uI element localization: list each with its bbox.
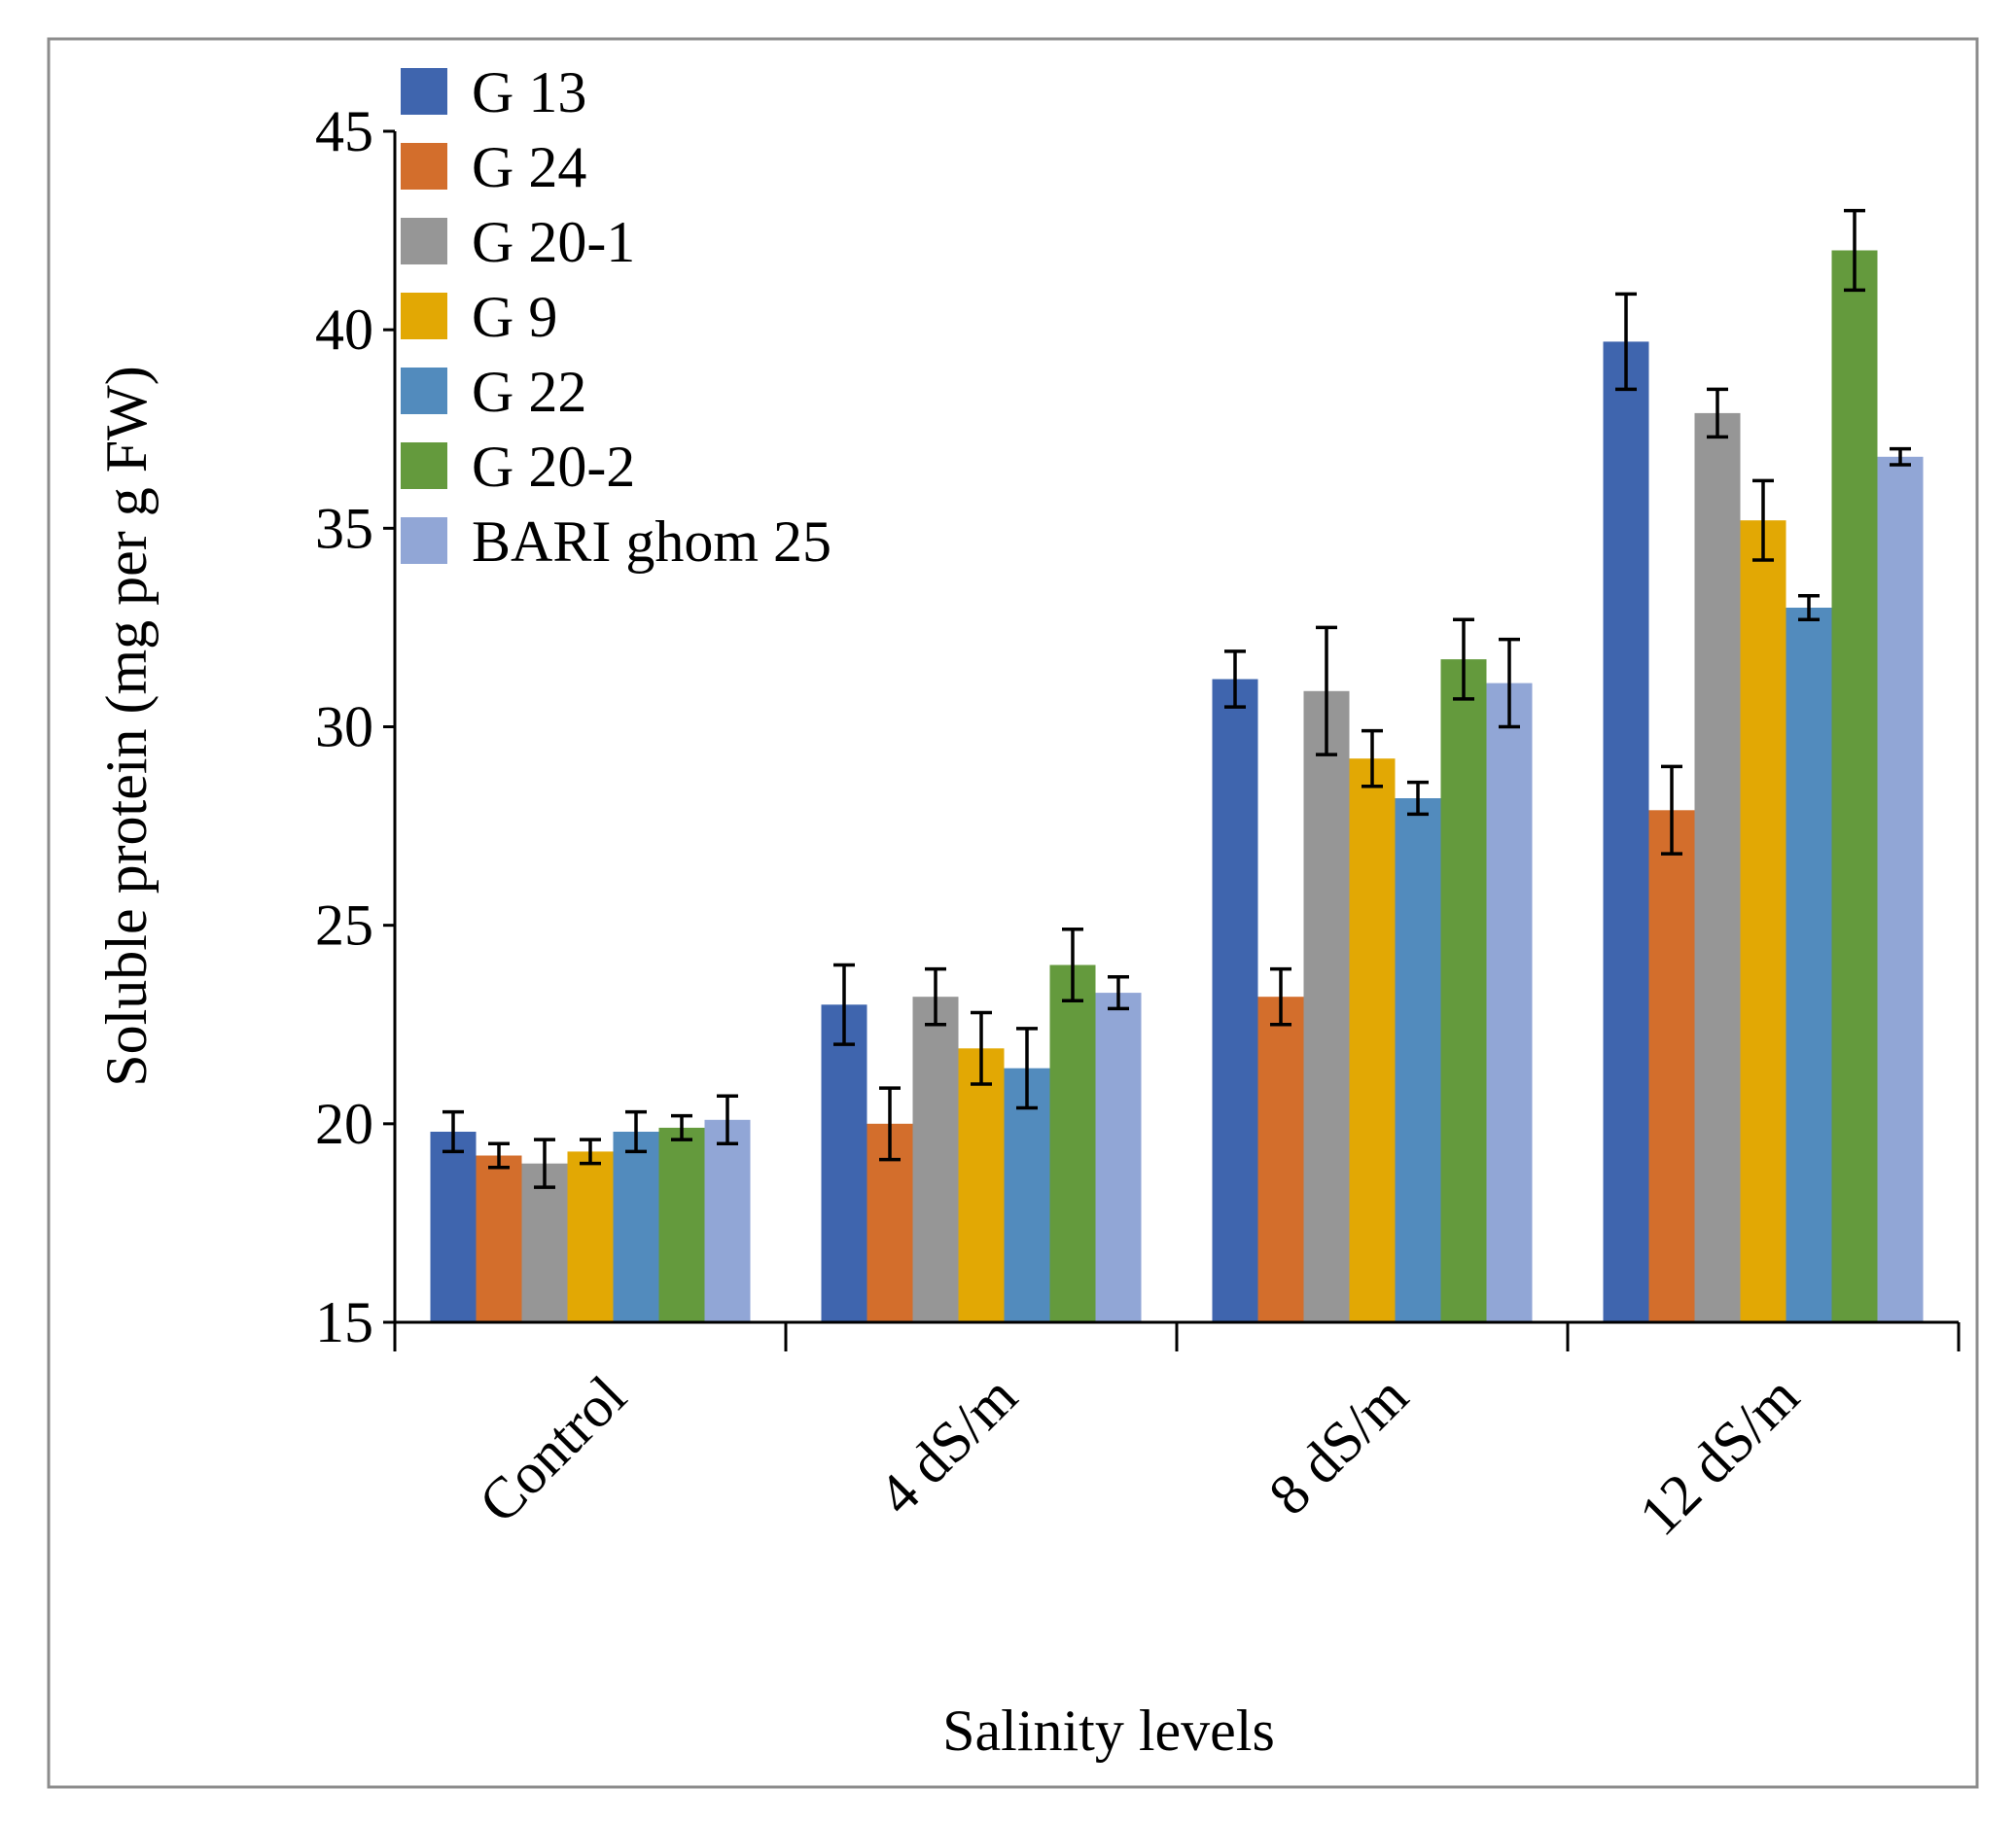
bar-bari-ghom-25-4-ds-m xyxy=(1095,993,1142,1322)
error-bar-g-22-control xyxy=(625,1109,647,1154)
x-axis-title: Salinity levels xyxy=(942,1699,1275,1763)
error-bar-g-13-4-ds-m xyxy=(833,963,855,1046)
y-tick-label: 40 xyxy=(315,298,373,362)
bar-bari-ghom-25-control xyxy=(704,1119,751,1323)
error-bar-g-24-4-ds-m xyxy=(879,1086,901,1162)
bar-g-22-control xyxy=(613,1132,659,1322)
x-tick-label: Control xyxy=(467,1364,638,1535)
bar-g-13-8-ds-m xyxy=(1212,679,1258,1322)
error-bar-g-20-1-control xyxy=(534,1138,555,1189)
y-tick-label: 15 xyxy=(315,1290,373,1354)
bars-layer xyxy=(430,250,1924,1323)
bar-g-24-8-ds-m xyxy=(1257,997,1304,1322)
legend-swatch xyxy=(401,293,447,339)
bar-g-24-12-ds-m xyxy=(1648,810,1695,1322)
error-bar-g-20-2-4-ds-m xyxy=(1062,928,1083,1002)
error-bar-g-22-8-ds-m xyxy=(1407,780,1429,817)
y-ticks: 15 20 25 30 35 40 45 xyxy=(315,99,395,1354)
legend-swatch xyxy=(401,218,447,264)
bar-g-24-control xyxy=(476,1155,522,1322)
bar-g-9-8-ds-m xyxy=(1349,758,1396,1322)
legend-label: G 13 xyxy=(472,60,586,124)
error-bar-g-20-1-12-ds-m xyxy=(1707,387,1728,439)
legend-label: G 20-1 xyxy=(472,210,635,274)
x-tick-label: 4 dS/m xyxy=(866,1364,1029,1527)
error-bar-g-13-control xyxy=(442,1109,464,1154)
error-bar-g-20-1-8-ds-m xyxy=(1316,625,1337,756)
legend-swatch xyxy=(401,442,447,489)
legend-label: G 24 xyxy=(472,135,586,199)
y-tick-label: 35 xyxy=(315,496,373,560)
error-bar-bari-ghom-25-4-ds-m xyxy=(1108,975,1129,1011)
error-bar-g-13-12-ds-m xyxy=(1615,292,1637,392)
bar-g-20-2-4-ds-m xyxy=(1049,964,1096,1322)
error-bar-g-24-control xyxy=(488,1141,510,1170)
y-tick-label: 25 xyxy=(315,894,373,958)
bar-g-20-2-12-ds-m xyxy=(1831,250,1878,1322)
error-bar-g-20-2-12-ds-m xyxy=(1844,208,1865,293)
bar-g-20-2-control xyxy=(658,1127,705,1322)
bar-g-9-4-ds-m xyxy=(958,1048,1005,1323)
bar-g-22-4-ds-m xyxy=(1004,1068,1050,1322)
y-axis-title: Soluble protein (mg per g FW) xyxy=(94,366,159,1087)
chart-frame xyxy=(47,37,1979,1789)
legend-swatch xyxy=(401,368,447,414)
legend-label: G 20-2 xyxy=(472,435,635,499)
bar-g-20-2-8-ds-m xyxy=(1440,659,1487,1322)
x-tick-label: 12 dS/m xyxy=(1627,1364,1811,1548)
bar-g-13-4-ds-m xyxy=(821,1004,867,1322)
error-bar-g-9-12-ds-m xyxy=(1752,478,1774,562)
error-bar-bari-ghom-25-8-ds-m xyxy=(1499,637,1520,729)
error-bar-bari-ghom-25-12-ds-m xyxy=(1890,446,1911,467)
error-bar-bari-ghom-25-control xyxy=(717,1094,738,1145)
error-bar-g-24-12-ds-m xyxy=(1661,764,1682,856)
bar-g-20-1-12-ds-m xyxy=(1694,412,1741,1322)
error-bar-g-22-4-ds-m xyxy=(1016,1027,1038,1110)
bar-g-9-12-ds-m xyxy=(1740,520,1786,1322)
y-tick-label: 30 xyxy=(315,695,373,759)
error-bar-g-13-8-ds-m xyxy=(1224,649,1246,709)
bar-g-22-12-ds-m xyxy=(1786,608,1832,1322)
bar-g-22-8-ds-m xyxy=(1395,798,1441,1322)
legend-label: G 22 xyxy=(472,360,586,424)
y-tick-label: 45 xyxy=(315,99,373,163)
legend-swatch xyxy=(401,143,447,190)
legend: G 13 G 24 G 20-1 G 9 G 22 G 20-2 BARI ghom 25 xyxy=(401,60,831,574)
x-tick-label: 8 dS/m xyxy=(1256,1364,1420,1527)
legend-swatch xyxy=(401,68,447,115)
error-bar-g-20-2-8-ds-m xyxy=(1453,617,1474,701)
error-bar-g-24-8-ds-m xyxy=(1270,966,1291,1027)
legend-label: G 9 xyxy=(472,285,557,349)
legend-label: BARI ghom 25 xyxy=(472,509,831,574)
bar-g-13-control xyxy=(430,1132,477,1322)
error-bar-g-20-2-control xyxy=(671,1113,692,1141)
bar-g-20-1-control xyxy=(521,1163,568,1322)
error-bars-layer xyxy=(442,208,1911,1189)
bar-g-20-1-8-ds-m xyxy=(1303,690,1350,1322)
error-bar-g-9-4-ds-m xyxy=(971,1010,992,1086)
bar-g-13-12-ds-m xyxy=(1603,341,1649,1322)
bar-bari-ghom-25-12-ds-m xyxy=(1877,456,1924,1322)
y-tick-label: 20 xyxy=(315,1092,373,1156)
bar-g-9-control xyxy=(567,1151,614,1322)
error-bar-g-9-control xyxy=(580,1138,601,1166)
error-bar-g-22-12-ds-m xyxy=(1798,594,1820,621)
error-bar-g-20-1-4-ds-m xyxy=(925,966,946,1027)
x-ticks: Control 4 dS/m 8 dS/m 12 dS/m xyxy=(393,1322,1961,1548)
bar-g-20-1-4-ds-m xyxy=(912,997,959,1322)
bar-bari-ghom-25-8-ds-m xyxy=(1486,683,1533,1322)
legend-swatch xyxy=(401,517,447,564)
error-bar-g-9-8-ds-m xyxy=(1362,728,1383,789)
